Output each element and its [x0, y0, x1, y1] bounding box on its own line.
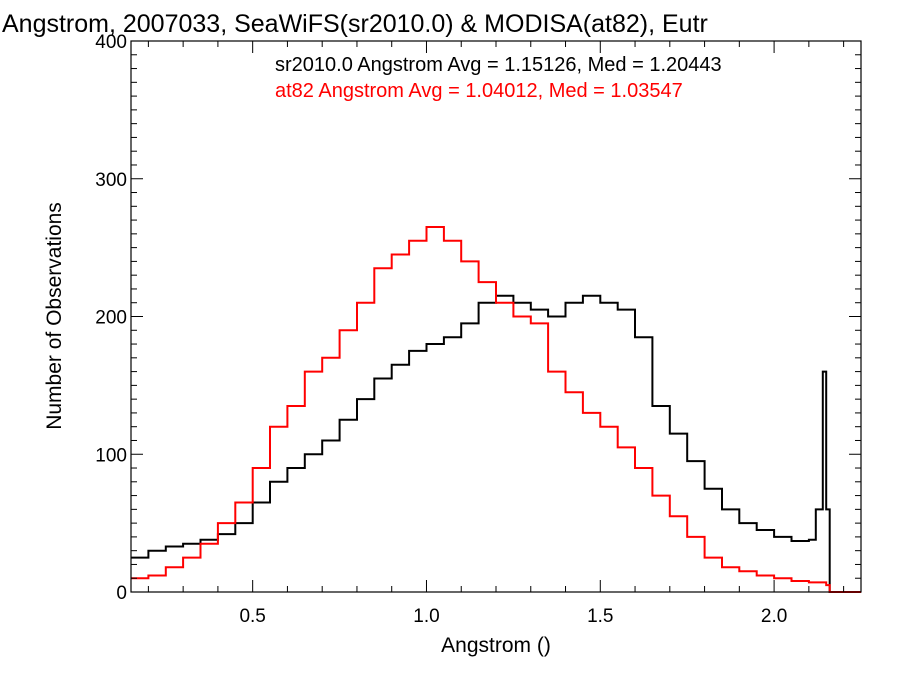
y-tick-label: 0 [116, 583, 127, 604]
y-tick-label: 400 [95, 32, 127, 53]
y-tick-label: 300 [95, 170, 127, 191]
x-axis-label: Angstrom () [441, 634, 551, 657]
y-tick-label: 200 [95, 308, 127, 329]
series-line-at82 [131, 226, 861, 593]
chart-title: Angstrom, 2007033, SeaWiFS(sr2010.0) & M… [2, 10, 708, 38]
plot-frame [130, 40, 862, 593]
legend-entry-at82: at82 Angstrom Avg = 1.04012, Med = 1.035… [275, 80, 683, 102]
x-tick-label: 2.0 [761, 606, 787, 627]
x-tick-label: 0.5 [239, 606, 265, 627]
plot-series-layer [131, 226, 861, 593]
x-tick-label: 1.5 [587, 606, 613, 627]
y-axis-label: Number of Observations [43, 202, 66, 430]
y-tick-label: 100 [95, 445, 127, 466]
series-line-sr2010-0 [131, 294, 861, 593]
legend-entry-sr2010: sr2010.0 Angstrom Avg = 1.15126, Med = 1… [275, 54, 722, 76]
x-tick-label: 1.0 [413, 606, 439, 627]
axis-ticks-layer: 0.5 1.0 1.5 2.0 0 100 200 300 400 [95, 32, 861, 627]
